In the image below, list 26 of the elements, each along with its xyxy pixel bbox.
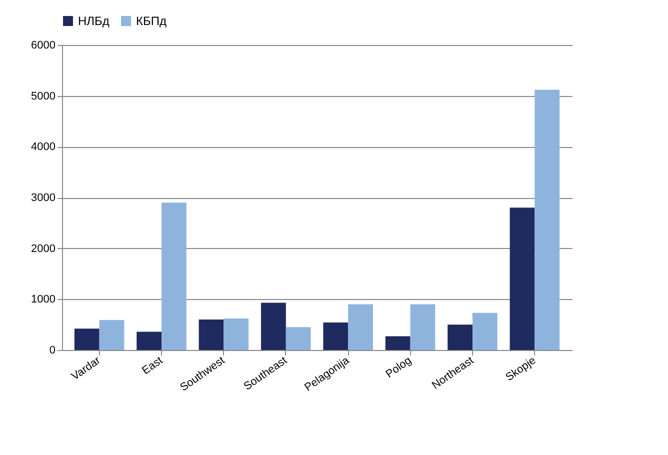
y-tick-label: 3000 [31, 192, 56, 204]
bar [448, 324, 472, 350]
bar [385, 336, 410, 350]
y-tick-label: 4000 [31, 141, 56, 154]
x-tick-label: East [140, 354, 165, 378]
bar [136, 332, 162, 350]
y-tick-label: 1000 [31, 294, 56, 306]
bar [348, 304, 373, 350]
bar [261, 302, 286, 350]
y-tick-label: 0 [49, 344, 56, 356]
y-tick-label: 6000 [31, 40, 56, 52]
bar [162, 202, 186, 350]
bar [99, 320, 124, 350]
y-tick-label: 5000 [31, 90, 56, 102]
bar [510, 208, 535, 350]
bar [323, 322, 348, 350]
bar [198, 320, 224, 350]
bar [410, 304, 436, 350]
legend-label: КБПд [136, 14, 166, 28]
bar [286, 327, 311, 350]
legend-label: НЛБд [78, 14, 110, 28]
bar [472, 312, 498, 350]
bar [224, 318, 249, 350]
bar [74, 328, 100, 350]
y-tick-label: 2000 [31, 242, 56, 255]
bar [534, 90, 560, 350]
